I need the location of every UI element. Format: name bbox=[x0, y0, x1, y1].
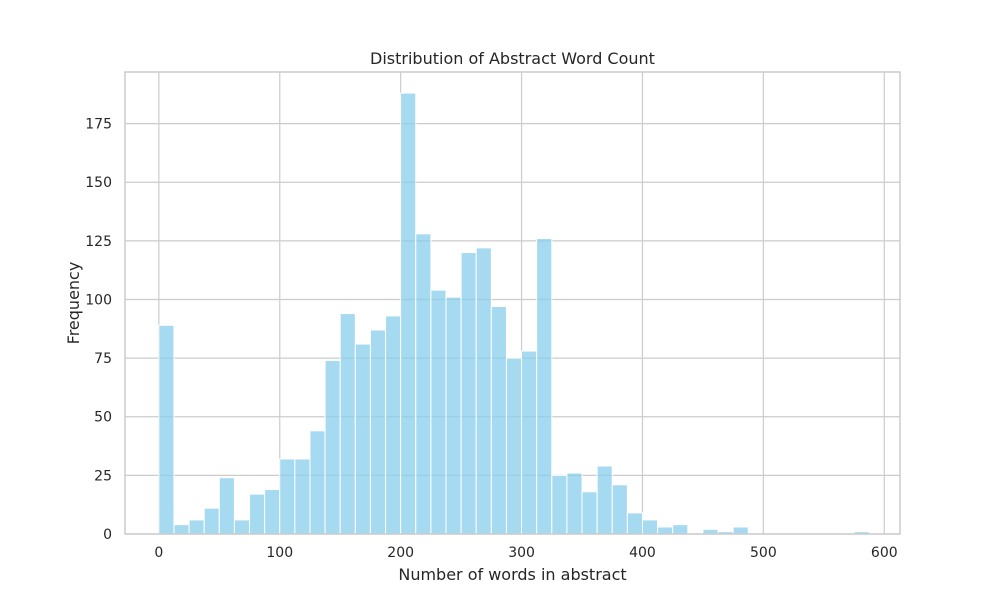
y-tick-label: 0 bbox=[103, 527, 112, 543]
histogram-bar bbox=[611, 484, 628, 535]
x-tick-label: 200 bbox=[387, 545, 414, 561]
histogram-bar bbox=[672, 524, 689, 535]
plot-frame bbox=[124, 71, 901, 535]
histogram-bar bbox=[596, 465, 613, 535]
histogram-bar bbox=[536, 238, 553, 535]
x-axis-title: Number of words in abstract bbox=[398, 565, 626, 584]
chart-title: Distribution of Abstract Word Count bbox=[370, 49, 655, 68]
histogram-bar bbox=[566, 472, 583, 535]
histogram-bar bbox=[188, 519, 205, 535]
x-tick-label: 500 bbox=[750, 545, 777, 561]
y-tick-label: 25 bbox=[94, 468, 112, 484]
histogram-bar bbox=[400, 92, 417, 535]
histogram-bar bbox=[279, 458, 296, 535]
y-tick-label: 150 bbox=[85, 175, 112, 191]
histogram-bar bbox=[505, 357, 523, 535]
x-tick-label: 100 bbox=[266, 545, 293, 561]
histogram-bar bbox=[218, 477, 235, 535]
histogram-bar bbox=[173, 524, 190, 535]
y-tick-label: 75 bbox=[94, 351, 112, 367]
histogram-bar bbox=[641, 519, 659, 535]
histogram-bar bbox=[581, 491, 598, 535]
histogram-bar bbox=[158, 324, 175, 535]
histogram-bar bbox=[203, 507, 220, 535]
x-tick-labels: 0 100 200 300 400 500 600 bbox=[154, 545, 897, 561]
y-tick-label: 100 bbox=[85, 292, 112, 308]
histogram-bar bbox=[354, 343, 371, 535]
histogram-bar bbox=[294, 458, 311, 535]
histogram-bar bbox=[626, 512, 643, 535]
histogram-bar bbox=[309, 430, 326, 535]
histogram-bar bbox=[233, 519, 251, 535]
histogram-bar bbox=[324, 359, 341, 535]
y-tick-label: 50 bbox=[94, 410, 112, 426]
histogram-bar bbox=[369, 329, 387, 535]
x-tick-label: 600 bbox=[871, 545, 898, 561]
x-tick-label: 0 bbox=[154, 545, 163, 561]
histogram-bar bbox=[657, 526, 674, 535]
histogram-bar bbox=[339, 313, 356, 535]
histogram-bar bbox=[415, 233, 432, 535]
x-tick-label: 300 bbox=[508, 545, 535, 561]
y-tick-labels: 0 25 50 75 100 125 150 175 bbox=[85, 117, 112, 543]
histogram-bar bbox=[521, 350, 538, 535]
histogram-bar bbox=[460, 252, 477, 535]
histogram-bar bbox=[264, 488, 281, 535]
histogram-bar bbox=[475, 247, 492, 535]
y-axis-title: Frequency bbox=[64, 262, 83, 345]
y-tick-label: 125 bbox=[85, 234, 112, 250]
y-tick-label: 175 bbox=[85, 117, 112, 133]
histogram-bar bbox=[385, 315, 402, 535]
histogram-bar bbox=[430, 289, 447, 535]
x-tick-label: 400 bbox=[629, 545, 656, 561]
histogram-bar bbox=[490, 306, 507, 535]
histogram-bar bbox=[732, 526, 749, 535]
histogram-bar bbox=[551, 474, 568, 535]
histogram-bar bbox=[249, 493, 266, 535]
histogram-bar bbox=[445, 296, 462, 535]
histogram-bars bbox=[158, 92, 870, 535]
